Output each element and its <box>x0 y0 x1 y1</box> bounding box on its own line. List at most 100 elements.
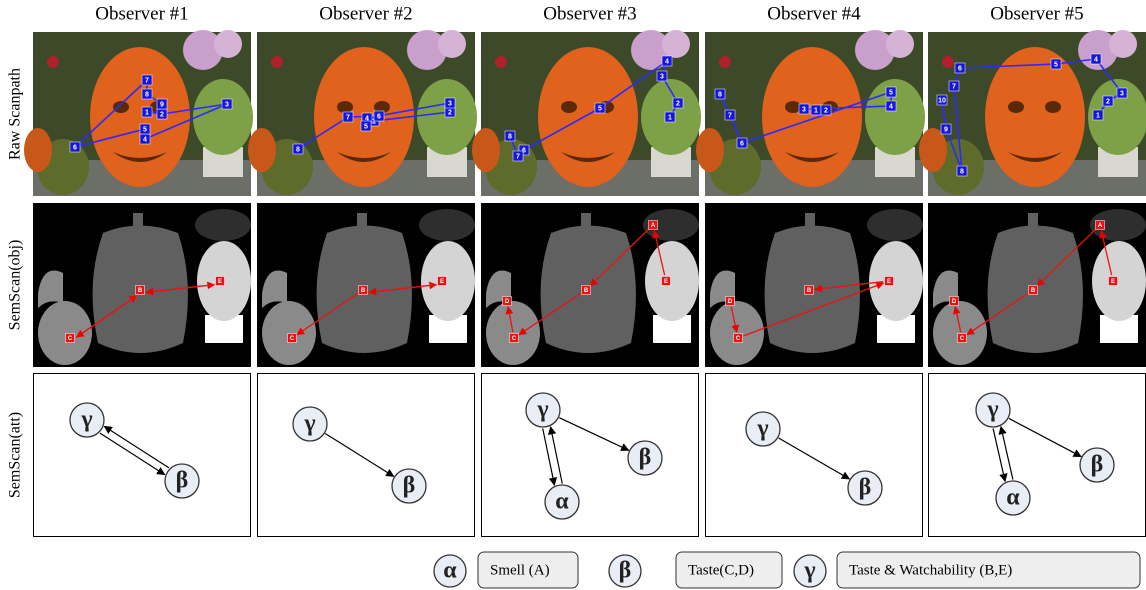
eye <box>1045 101 1061 113</box>
scanpath-line <box>1055 58 1097 65</box>
object-label: A <box>1098 223 1103 229</box>
fixation <box>139 123 151 135</box>
fixation-label: 5 <box>143 126 147 133</box>
scanpath-line <box>741 91 892 144</box>
attribute-node <box>995 480 1031 516</box>
fixation-label: 6 <box>958 65 962 72</box>
attribute-label: γ <box>303 411 315 437</box>
attribute-transition <box>99 432 166 476</box>
flower <box>855 30 895 70</box>
attribute-node <box>847 470 883 506</box>
object-node <box>957 333 967 343</box>
flower <box>214 30 242 58</box>
fixation-label: 3 <box>802 106 806 113</box>
object-node <box>65 333 75 343</box>
scanpath-line <box>599 60 668 109</box>
fixation <box>342 111 354 123</box>
fixation <box>656 70 668 82</box>
fixation-label: 6 <box>73 144 77 151</box>
object-node <box>1108 276 1118 286</box>
object-transition <box>296 292 359 336</box>
scanpath-line <box>297 116 349 150</box>
flower <box>719 56 731 68</box>
fixation <box>373 110 385 122</box>
seg-small <box>933 301 987 365</box>
flower <box>942 56 954 68</box>
object-node <box>358 285 368 295</box>
object-label: E <box>1111 279 1115 285</box>
photo: 1 2 3 4 5 6 7 8 9 <box>24 30 253 196</box>
attribute-transition <box>778 437 851 480</box>
fixation <box>1116 87 1128 99</box>
fixation-label: 1 <box>668 114 672 121</box>
scanpath-line <box>74 79 148 148</box>
object-label: C <box>960 336 965 342</box>
pumpkin <box>538 47 638 187</box>
object-node <box>215 276 225 286</box>
object-label: C <box>290 336 295 342</box>
object-node <box>1095 220 1105 230</box>
attribute-label: γ <box>80 407 92 433</box>
seg-plant <box>867 209 923 241</box>
legend-box <box>675 551 783 589</box>
object-node <box>502 296 512 306</box>
attribute-transition <box>998 425 1014 480</box>
scanpath-line <box>74 128 146 148</box>
fixation-label: 2 <box>824 107 828 114</box>
fixation <box>956 165 968 177</box>
eye <box>561 101 577 113</box>
object-node <box>287 333 297 343</box>
flower <box>271 56 283 68</box>
legend-text: Taste(C,D) <box>688 562 754 578</box>
attribute-label: α <box>1006 485 1020 511</box>
fixation-label: 1 <box>1096 112 1100 119</box>
object-label: B <box>138 288 143 294</box>
attribute-label: α <box>555 489 569 515</box>
panel-border <box>257 373 475 537</box>
seg-small <box>710 301 764 365</box>
flower <box>438 30 466 58</box>
fixation-label: 2 <box>160 111 164 118</box>
fixation <box>292 143 304 155</box>
fixation-label: 4 <box>665 58 669 65</box>
flower <box>407 30 447 70</box>
fixation <box>444 97 456 109</box>
mouth <box>785 152 839 162</box>
object-transition <box>145 284 215 296</box>
fixation-label: 1 <box>145 109 149 116</box>
object-node <box>661 276 671 286</box>
legend-text: Smell (A) <box>490 562 550 578</box>
fixation <box>954 62 966 74</box>
seg-green <box>645 241 699 321</box>
fixation-label: 7 <box>728 112 732 119</box>
attribute-label: β <box>639 445 652 471</box>
pumpkin <box>985 47 1085 187</box>
fixation <box>1102 95 1114 107</box>
eye <box>113 101 129 113</box>
object-node <box>804 285 814 295</box>
attribute-node <box>164 463 200 499</box>
attribute-label: β <box>176 468 189 494</box>
fixation <box>885 100 897 112</box>
seg-plant <box>195 209 251 241</box>
object-transition <box>652 230 666 276</box>
attribute-transition <box>324 433 395 477</box>
seg-green <box>1092 241 1146 321</box>
attribute-label: γ <box>986 397 998 423</box>
flower <box>1109 30 1137 58</box>
attribute-transition <box>992 428 1008 483</box>
attribute-node <box>69 402 105 438</box>
fixation-label: 8 <box>296 146 300 153</box>
fixation <box>594 102 606 114</box>
fixation <box>714 88 726 100</box>
fixation-label: 6 <box>377 113 381 120</box>
fixation-label: 1 <box>814 107 818 114</box>
observer-title: Observer #5 <box>990 3 1083 24</box>
object-label: D <box>952 299 957 305</box>
object-label: C <box>736 336 741 342</box>
attribute-transition <box>559 417 630 451</box>
fixation-label: 4 <box>143 136 147 143</box>
attribute-graph: γ β α <box>481 373 699 537</box>
object-transition <box>814 281 884 293</box>
legend-text: Taste & Watchability (B,E) <box>849 562 1012 578</box>
